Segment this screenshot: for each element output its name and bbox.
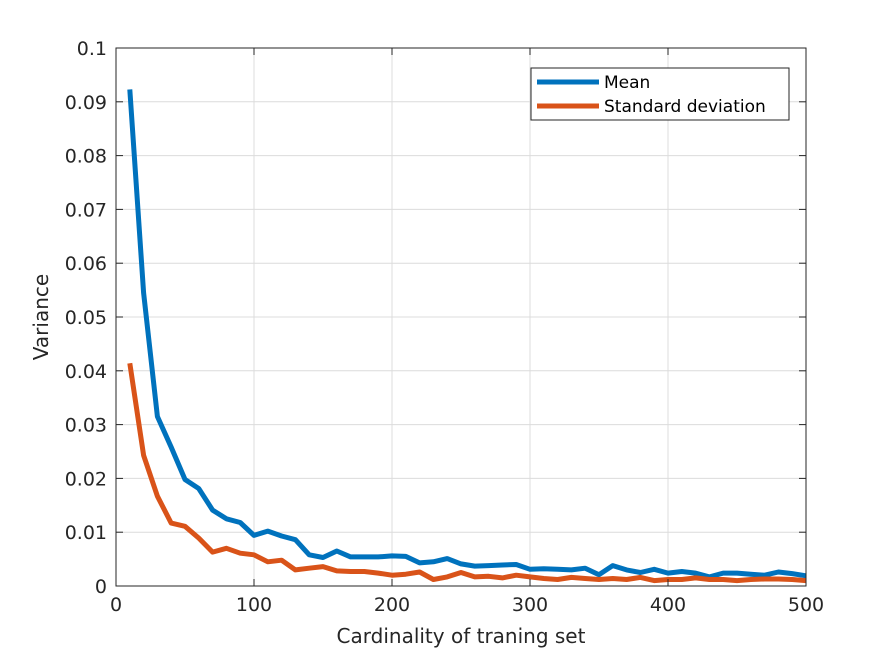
x-tick-label: 0 xyxy=(110,594,122,616)
x-tick-label: 100 xyxy=(236,594,272,616)
y-tick-label: 0.02 xyxy=(65,468,107,490)
y-tick-label: 0.1 xyxy=(77,38,107,60)
ticks xyxy=(115,47,807,587)
series-layer xyxy=(127,89,807,584)
y-tick-label: 0.07 xyxy=(65,199,107,221)
series-line-mean xyxy=(127,89,807,580)
y-tick-label: 0.01 xyxy=(65,522,107,544)
x-tick-label: 200 xyxy=(374,594,410,616)
y-tick-label: 0 xyxy=(95,576,107,598)
x-tick-label: 400 xyxy=(650,594,686,616)
grid xyxy=(116,48,806,586)
x-tick-label: 300 xyxy=(512,594,548,616)
y-tick-label: 0.05 xyxy=(65,307,107,329)
legend: Mean Standard deviation xyxy=(530,67,790,121)
y-tick-label: 0.04 xyxy=(65,361,107,383)
y-tick-label: 0.08 xyxy=(65,146,107,168)
y-tick-label: 0.09 xyxy=(65,92,107,114)
x-tick-label: 500 xyxy=(788,594,824,616)
legend-label-mean: Mean xyxy=(604,73,650,93)
tick-labels: 0 100 200 300 400 500 0 0.01 0.02 0.03 0.04 0.05 0.0… xyxy=(65,38,824,616)
y-tick-label: 0.03 xyxy=(65,415,107,437)
legend-box xyxy=(530,67,790,121)
series-line-standard-deviation xyxy=(127,362,807,584)
legend-label-standard-deviation: Standard deviation xyxy=(604,97,766,117)
y-tick-label: 0.06 xyxy=(65,253,107,275)
y-axis-label: Variance xyxy=(29,274,53,360)
x-axis-label: Cardinality of traning set xyxy=(337,624,586,648)
